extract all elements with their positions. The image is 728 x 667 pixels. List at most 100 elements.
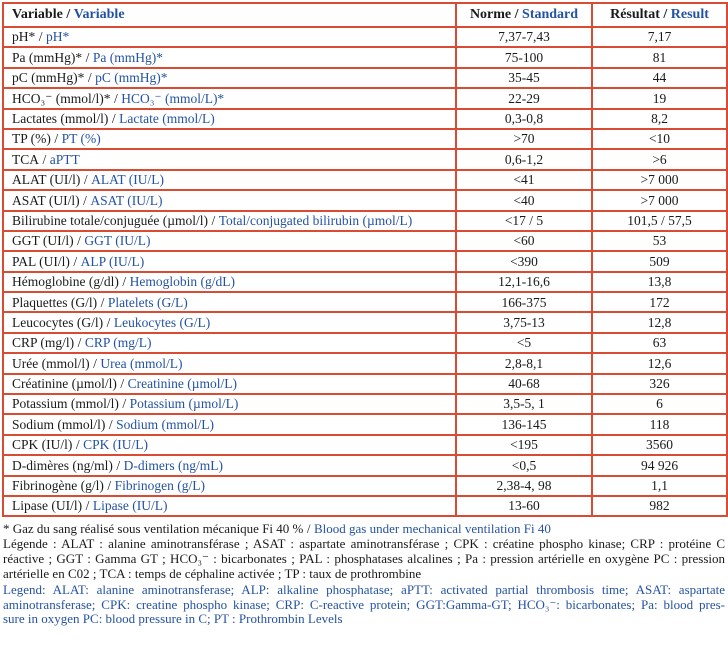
variable-fr: PAL (UI/l): [12, 253, 70, 269]
table-row: Lipase (UI/l) / Lipase (IU/L) 13-60 982: [2, 494, 728, 518]
table-row: CRP (mg/l) / CRP (mg/L) <5 63: [2, 331, 728, 355]
slash-separator: /: [54, 131, 59, 147]
variable-fr: Potassium (mmol/l): [12, 396, 119, 412]
variable-en: Urea (mmol/L): [100, 355, 183, 371]
variable-fr: TCA: [12, 151, 39, 167]
footnote-fr: * Gaz du sang réalisé sous ventilation m…: [3, 521, 304, 537]
variable-fr: HCO₃⁻ (mmol/l)*: [12, 90, 111, 106]
slash-separator: /: [122, 396, 127, 412]
norm-cell: 22-29: [455, 87, 593, 110]
norm-cell: <40: [455, 189, 593, 212]
slash-separator: /: [77, 335, 82, 351]
slash-separator: /: [663, 6, 668, 22]
header-norm-fr: Norme: [469, 6, 512, 22]
slash-separator: /: [75, 437, 80, 453]
variable-cell: ALAT (UI/l) / ALAT (IU/L): [2, 168, 457, 192]
table-row: D-dimères (ng/ml) / D-dimers (ng/mL) <0,5 94…: [2, 454, 728, 477]
result-cell: 13,8: [591, 270, 728, 294]
header-result-en: Result: [670, 6, 709, 22]
variable-en: ALAT (IU/L): [91, 172, 164, 188]
norm-cell: <17 / 5: [455, 209, 593, 232]
variable-cell: D-dimères (ng/ml) / D-dimers (ng/mL): [2, 454, 457, 477]
header-variable: Variable / Variable: [2, 2, 457, 28]
table-row: Urée (mmol/l) / Urea (mmol/L) 2,8-8,1 12,6: [2, 352, 728, 375]
table-row: Lactates (mmol/l) / Lactate (mmol/L) 0,3-0,…: [2, 107, 728, 130]
result-cell: 172: [591, 291, 728, 314]
legend-fr-line: artérielle en C02 ; TCA : temps de cépha…: [3, 565, 422, 581]
variable-en: Potassium (µmol/L): [129, 396, 239, 412]
slash-separator: /: [113, 90, 118, 106]
result-cell: 7,17: [591, 25, 728, 49]
slash-separator: /: [107, 478, 112, 494]
variable-cell: HCO₃⁻ (mmol/l)* / HCO₃⁻ (mmol/L)*: [2, 87, 457, 110]
norm-cell: <195: [455, 433, 593, 457]
slash-separator: /: [100, 294, 105, 310]
header-norm: Norme / Standard: [455, 2, 593, 28]
slash-separator: /: [111, 111, 116, 126]
table-row: Fibrinogène (g/l) / Fibrinogen (g/L) 2,38-4…: [2, 474, 728, 498]
legend-french: Légende : ALAT : alanine aminotransféras…: [2, 537, 726, 581]
legend-fr-line: Légende : ALAT : alanine aminotransféras…: [3, 536, 725, 552]
slash-separator: /: [120, 376, 125, 392]
result-cell: 118: [591, 413, 728, 436]
result-cell: 101,5 / 57,5: [591, 209, 728, 232]
result-cell: 8,2: [591, 107, 728, 130]
result-cell: >7 000: [591, 168, 728, 192]
variable-cell: Leucocytes (G/l) / Leukocytes (G/L): [2, 311, 457, 334]
result-cell: >7 000: [591, 189, 728, 212]
variable-fr: TP (%): [12, 131, 51, 147]
slash-separator: /: [306, 521, 311, 537]
variable-fr: Lactates (mmol/l): [12, 111, 109, 126]
legend-en-line: aminotransferase; CPK: creatine phospho …: [3, 596, 725, 612]
table-row: Plaquettes (G/l) / Platelets (G/L) 166-375 1…: [2, 291, 728, 314]
variable-en: Platelets (G/L): [107, 294, 188, 310]
table-row: TP (%) / PT (%) >70 <10: [2, 127, 728, 151]
table-row: HCO₃⁻ (mmol/l)* / HCO₃⁻ (mmol/L)* 22-29 19: [2, 87, 728, 110]
slash-separator: /: [83, 192, 87, 208]
variable-cell: Urée (mmol/l) / Urea (mmol/L): [2, 352, 457, 375]
result-cell: 94 926: [591, 454, 728, 477]
table-row: GGT (UI/l) / GGT (IU/L) <60 53: [2, 229, 728, 253]
result-cell: 3560: [591, 433, 728, 457]
result-cell: 63: [591, 331, 728, 355]
slash-separator: /: [73, 253, 78, 269]
variable-en: aPTT: [49, 151, 80, 167]
variable-cell: Plaquettes (G/l) / Platelets (G/L): [2, 291, 457, 314]
variable-fr: Urée (mmol/l): [12, 355, 90, 371]
header-variable-fr: Variable: [12, 6, 63, 22]
slash-separator: /: [77, 233, 81, 249]
slash-separator: /: [93, 355, 97, 371]
variable-cell: Lactates (mmol/l) / Lactate (mmol/L): [2, 107, 457, 130]
header-result-fr: Résultat: [610, 6, 660, 22]
slash-separator: /: [87, 70, 92, 86]
table-row: Bilirubine totale/conjuguée (µmol/l) / Tot…: [2, 209, 728, 232]
norm-cell: <41: [455, 168, 593, 192]
variable-fr: Bilirubine totale/conjuguée (µmol/l): [12, 212, 208, 228]
result-cell: 81: [591, 46, 728, 69]
variable-en: Total/conjugated bilirubin (µmol/L): [218, 212, 413, 228]
variable-en: CRP (mg/L): [84, 335, 152, 351]
variable-cell: pC (mmHg)* / pC (mmHg)*: [2, 66, 457, 90]
norm-cell: 0,6-1,2: [455, 148, 593, 171]
result-cell: >6: [591, 148, 728, 171]
variable-fr: Pa (mmHg)*: [12, 49, 83, 65]
legend-en-line: Legend: ALAT: alanine aminotransferase; …: [3, 581, 725, 597]
variable-fr: GGT (UI/l): [12, 233, 74, 249]
result-cell: <10: [591, 127, 728, 151]
header-result: Résultat / Result: [591, 2, 728, 28]
norm-cell: <5: [455, 331, 593, 355]
variable-en: pH*: [46, 29, 70, 45]
legend-english: Legend: ALAT: alanine aminotransferase; …: [2, 581, 726, 627]
norm-cell: 12,1-16,6: [455, 270, 593, 294]
footnote-en: Blood gas under mechanical ventilation F…: [314, 521, 551, 537]
table-row: Pa (mmHg)* / Pa (mmHg)* 75-100 81: [2, 46, 728, 69]
variable-fr: Lipase (UI/l): [12, 498, 83, 514]
norm-cell: 136-145: [455, 413, 593, 436]
result-cell: 509: [591, 250, 728, 273]
slash-separator: /: [85, 49, 90, 65]
variable-fr: CPK (IU/l): [12, 437, 73, 453]
variable-cell: pH* / pH*: [2, 25, 457, 49]
variable-en: HCO₃⁻ (mmol/L)*: [121, 90, 225, 106]
variable-fr: pH*: [12, 29, 36, 45]
table-footnote: * Gaz du sang réalisé sous ventilation m…: [2, 521, 726, 536]
